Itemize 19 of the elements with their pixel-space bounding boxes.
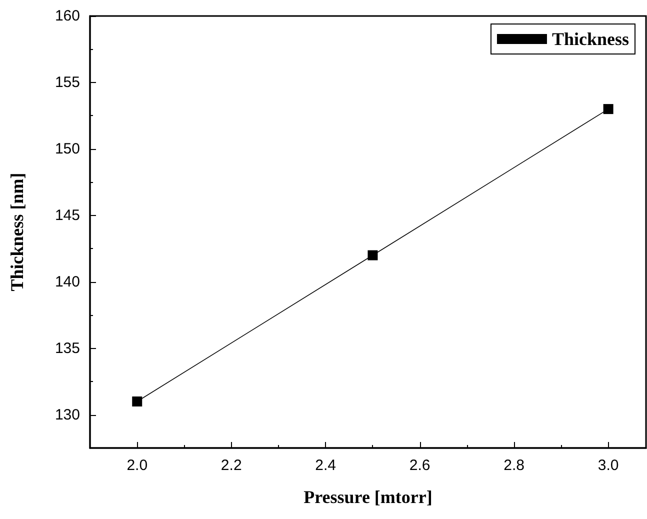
y-tick-label: 150 <box>54 140 80 158</box>
point <box>132 396 142 406</box>
point <box>368 250 378 260</box>
x-axis-title: Pressure [mtorr] <box>304 487 432 507</box>
point <box>603 104 614 114</box>
y-tick-label: 155 <box>54 74 80 91</box>
x-tick-label: 2.0 <box>126 457 148 474</box>
y-tick-label: 140 <box>54 273 80 290</box>
y-tick-label: 135 <box>54 340 80 357</box>
legend-label: Thickness <box>552 29 630 49</box>
x-tick-label: 2.4 <box>315 457 336 474</box>
y-axis-title: Thickness [nm] <box>7 172 27 292</box>
x-tick-label: 2.2 <box>220 457 242 474</box>
x-tick-label: 2.6 <box>409 457 430 474</box>
y-tick-label: 160 <box>54 8 80 24</box>
y-tick-label: 145 <box>54 206 80 224</box>
x-tick-label: 2.8 <box>504 457 524 474</box>
x-tick-label: 3.0 <box>598 457 619 474</box>
y-tick-label: 130 <box>54 406 80 424</box>
